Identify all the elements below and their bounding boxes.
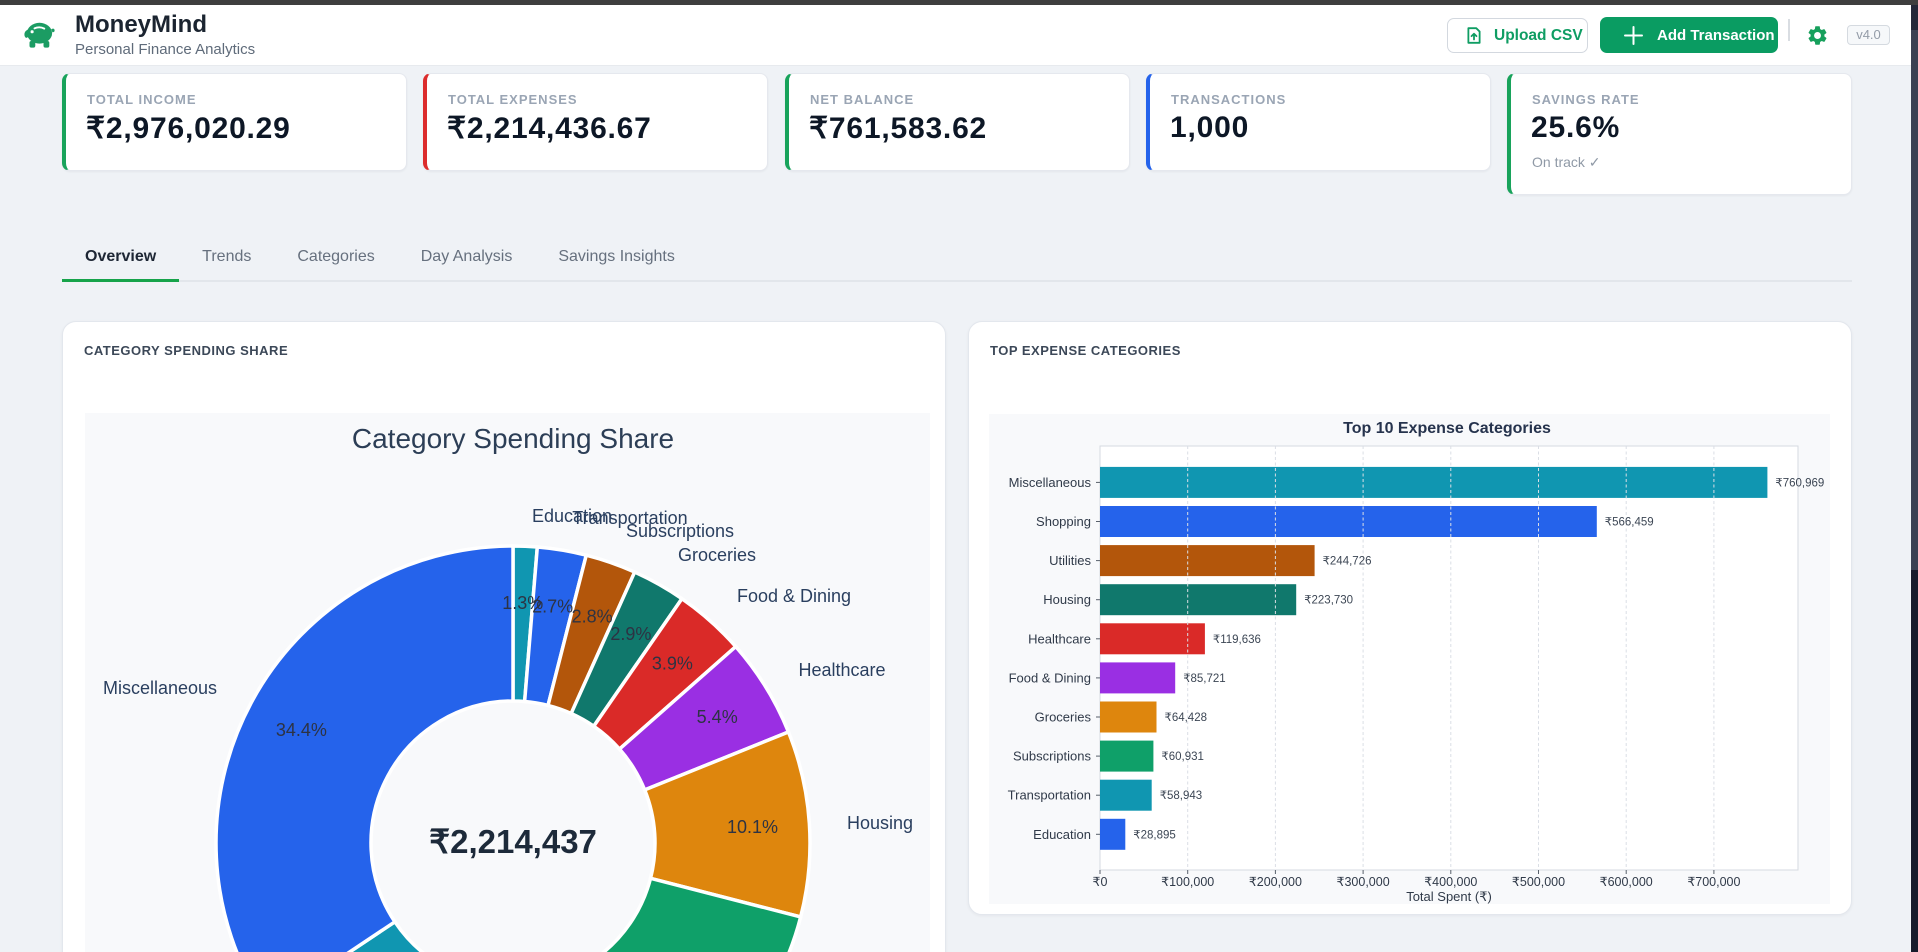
svg-text:₹28,895: ₹28,895 xyxy=(1133,829,1176,841)
svg-text:Category Spending Share: Category Spending Share xyxy=(352,423,674,454)
svg-text:₹64,428: ₹64,428 xyxy=(1165,712,1208,724)
svg-text:Transportation: Transportation xyxy=(572,508,687,528)
svg-text:₹244,726: ₹244,726 xyxy=(1323,556,1372,568)
svg-text:Groceries: Groceries xyxy=(678,545,756,565)
svg-text:₹700,000: ₹700,000 xyxy=(1687,875,1740,889)
svg-text:Total Spent (₹): Total Spent (₹) xyxy=(1406,889,1492,904)
svg-text:Miscellaneous: Miscellaneous xyxy=(1009,475,1092,490)
svg-text:Food & Dining: Food & Dining xyxy=(1009,670,1091,685)
svg-text:Healthcare: Healthcare xyxy=(1028,631,1091,646)
svg-text:₹223,730: ₹223,730 xyxy=(1304,595,1353,607)
svg-text:5.4%: 5.4% xyxy=(697,707,738,727)
svg-text:₹119,636: ₹119,636 xyxy=(1213,634,1261,646)
svg-text:₹200,000: ₹200,000 xyxy=(1249,875,1302,889)
svg-text:₹100,000: ₹100,000 xyxy=(1161,875,1214,889)
svg-text:₹60,931: ₹60,931 xyxy=(1161,751,1204,763)
svg-text:34.4%: 34.4% xyxy=(276,720,327,740)
svg-text:2.7%: 2.7% xyxy=(532,596,573,616)
svg-text:₹0: ₹0 xyxy=(1093,875,1108,889)
svg-text:₹600,000: ₹600,000 xyxy=(1600,875,1653,889)
svg-text:₹300,000: ₹300,000 xyxy=(1337,875,1390,889)
svg-text:2.8%: 2.8% xyxy=(572,606,613,626)
svg-text:Miscellaneous: Miscellaneous xyxy=(103,678,217,698)
svg-text:Subscriptions: Subscriptions xyxy=(626,521,734,541)
svg-text:3.9%: 3.9% xyxy=(652,654,693,674)
svg-text:Housing: Housing xyxy=(847,813,913,833)
svg-text:Transportation: Transportation xyxy=(1008,788,1091,803)
svg-text:₹566,459: ₹566,459 xyxy=(1605,517,1654,529)
svg-text:Top 10 Expense Categories: Top 10 Expense Categories xyxy=(1343,420,1551,437)
svg-text:₹760,969: ₹760,969 xyxy=(1775,477,1824,489)
svg-text:Education: Education xyxy=(532,506,612,526)
svg-text:₹85,721: ₹85,721 xyxy=(1183,673,1226,685)
svg-text:Groceries: Groceries xyxy=(1035,710,1092,725)
svg-text:₹400,000: ₹400,000 xyxy=(1424,875,1477,889)
svg-text:Education: Education xyxy=(1033,827,1091,842)
svg-text:Food & Dining: Food & Dining xyxy=(737,586,851,606)
svg-text:10.1%: 10.1% xyxy=(727,817,778,837)
svg-text:Utilities: Utilities xyxy=(1049,553,1091,568)
svg-text:Healthcare: Healthcare xyxy=(798,660,885,680)
svg-text:₹2,214,437: ₹2,214,437 xyxy=(429,823,597,860)
svg-text:Subscriptions: Subscriptions xyxy=(1013,749,1092,764)
svg-text:Housing: Housing xyxy=(1043,592,1091,607)
svg-text:2.9%: 2.9% xyxy=(610,624,651,644)
svg-text:₹58,943: ₹58,943 xyxy=(1160,790,1203,802)
svg-text:Shopping: Shopping xyxy=(1036,514,1091,529)
svg-text:1.3%: 1.3% xyxy=(502,593,543,613)
svg-text:₹500,000: ₹500,000 xyxy=(1512,875,1565,889)
